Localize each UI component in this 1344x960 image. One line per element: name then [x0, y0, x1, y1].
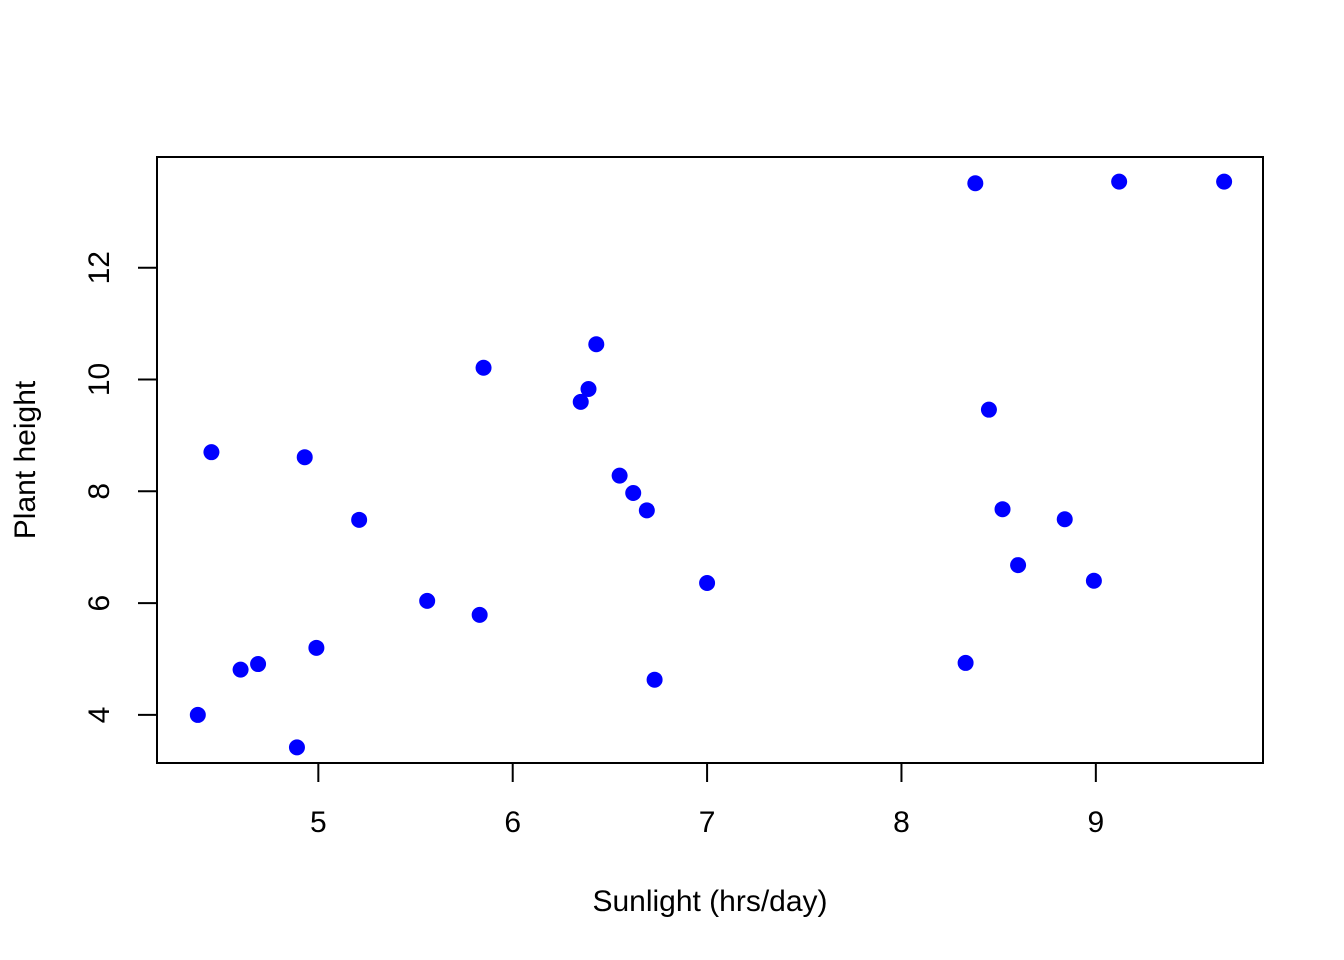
- y-axis-label: Plant height: [9, 380, 42, 539]
- y-axis: 4 6 8 10 12: [83, 251, 158, 724]
- data-point: [646, 671, 663, 688]
- y-tick-label: 10: [83, 363, 116, 396]
- x-axis-label: Sunlight (hrs/day): [592, 885, 827, 918]
- data-point: [296, 449, 313, 466]
- data-point: [1111, 173, 1128, 190]
- y-tick-label: 12: [83, 251, 116, 284]
- data-point: [967, 175, 984, 192]
- data-point: [471, 606, 488, 623]
- data-point: [1010, 557, 1027, 574]
- data-point: [475, 359, 492, 376]
- x-tick-label: 8: [893, 806, 910, 839]
- data-point: [308, 639, 325, 656]
- data-point: [572, 393, 589, 410]
- data-point: [203, 444, 220, 461]
- data-point: [288, 739, 305, 756]
- data-point: [250, 656, 267, 673]
- y-tick-label: 8: [83, 483, 116, 500]
- data-point: [957, 654, 974, 671]
- y-tick-label: 4: [83, 707, 116, 724]
- x-axis: 5 6 7 8 9: [310, 762, 1104, 839]
- data-point: [638, 502, 655, 519]
- x-tick-label: 6: [504, 806, 521, 839]
- data-point: [351, 511, 368, 528]
- data-point: [625, 484, 642, 501]
- data-point: [588, 336, 605, 353]
- data-point: [1216, 173, 1233, 190]
- data-point: [980, 401, 997, 418]
- data-point: [1056, 511, 1073, 528]
- data-point: [699, 574, 716, 591]
- data-point: [994, 501, 1011, 518]
- data-point: [580, 381, 597, 398]
- x-tick-label: 5: [310, 806, 327, 839]
- y-tick-label: 6: [83, 595, 116, 612]
- x-tick-label: 9: [1087, 806, 1104, 839]
- data-point: [232, 661, 249, 678]
- points-layer: [189, 173, 1233, 756]
- data-point: [189, 706, 206, 723]
- x-tick-label: 7: [699, 806, 716, 839]
- plot-frame: [156, 156, 1264, 764]
- data-point: [419, 592, 436, 609]
- data-point: [1085, 572, 1102, 589]
- data-point: [611, 467, 628, 484]
